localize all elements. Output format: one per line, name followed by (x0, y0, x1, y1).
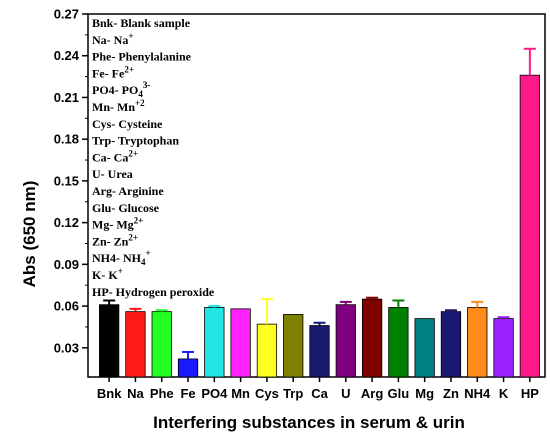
legend-entry: HP- Hydrogen peroxide (92, 285, 215, 299)
bar (125, 311, 146, 378)
bars (99, 47, 540, 378)
x-tick-label: Mg (415, 386, 434, 401)
y-axis-title: Abs (650 nm) (20, 181, 39, 288)
legend-entry: Mg- Mg2+ (92, 216, 143, 232)
y-tick-label: 0.21 (54, 90, 79, 105)
bar (177, 358, 199, 378)
legend-entry: Zn- Zn2+ (92, 232, 138, 248)
bar (388, 307, 409, 378)
bar (204, 307, 225, 378)
bar (493, 318, 514, 378)
bar (519, 74, 540, 378)
x-axis-title: Interfering substances in serum & urin (153, 413, 465, 432)
x-tick-label: PO4 (201, 386, 228, 401)
y-tick-label: 0.06 (54, 299, 79, 314)
bar (467, 307, 488, 378)
bar (440, 311, 462, 378)
bar (151, 311, 172, 378)
legend-entry: Fe- Fe2+ (92, 64, 134, 80)
x-tick-label: NH4 (464, 386, 491, 401)
x-tick-label: Phe (150, 386, 174, 401)
legend-entry: NH4- NH4+ (92, 248, 151, 267)
x-tick-label: Arg (361, 386, 383, 401)
legend-entry: Trp- Tryptophan (92, 134, 179, 148)
legend-entry: Ca- Ca2+ (92, 148, 138, 164)
legend-entry: Bnk- Blank sample (92, 16, 191, 30)
y-axis-ticks: 0.03 0.06 0.09 0.12 0.15 0.18 0.21 0.24 0.27 (54, 7, 88, 355)
bar (335, 304, 356, 378)
y-tick-label: 0.24 (54, 48, 80, 63)
x-tick-label: Bnk (97, 386, 122, 401)
bar (414, 318, 435, 378)
y-tick-label: 0.15 (54, 173, 79, 188)
x-tick-label: Fe (180, 386, 195, 401)
bar (309, 325, 330, 378)
x-tick-label: Na (127, 386, 144, 401)
x-tick-label: U (341, 386, 350, 401)
bar (283, 314, 304, 378)
bar (361, 298, 383, 378)
x-tick-label: Glu (388, 386, 410, 401)
legend-entry: Cys- Cysteine (92, 117, 163, 131)
legend-entry: Phe- Phenylalanine (92, 50, 192, 64)
x-tick-label: Ca (311, 386, 328, 401)
legend-entry: Mn- Mn+2 (92, 98, 145, 114)
x-tick-label: Cys (255, 386, 279, 401)
bar (99, 304, 120, 378)
y-tick-label: 0.27 (54, 7, 79, 22)
y-tick-label: 0.09 (54, 257, 79, 272)
x-tick-label: K (499, 386, 509, 401)
legend-entry: Na- Na+ (92, 31, 133, 47)
legend-entry: Glu- Glucose (92, 201, 160, 215)
x-tick-label: Trp (283, 386, 303, 401)
x-tick-label: Zn (443, 386, 459, 401)
y-tick-label: 0.12 (54, 215, 79, 230)
x-axis-categories: Bnk Na Phe Fe PO4 Mn Cys Trp Ca U Arg Glu Mg Zn NH4 K HP (97, 377, 539, 401)
bar (230, 308, 251, 378)
legend-entry: U- Urea (92, 167, 133, 181)
y-tick-label: 0.18 (54, 132, 79, 147)
y-tick-label: 0.03 (54, 340, 79, 355)
legend-entry: K- K+ (92, 266, 123, 282)
bar (256, 323, 278, 378)
legend-entry: PO4- PO43- (92, 80, 150, 99)
x-tick-label: Mn (231, 386, 250, 401)
x-tick-label: HP (521, 386, 539, 401)
legend-entry: Arg- Arginine (92, 184, 164, 198)
